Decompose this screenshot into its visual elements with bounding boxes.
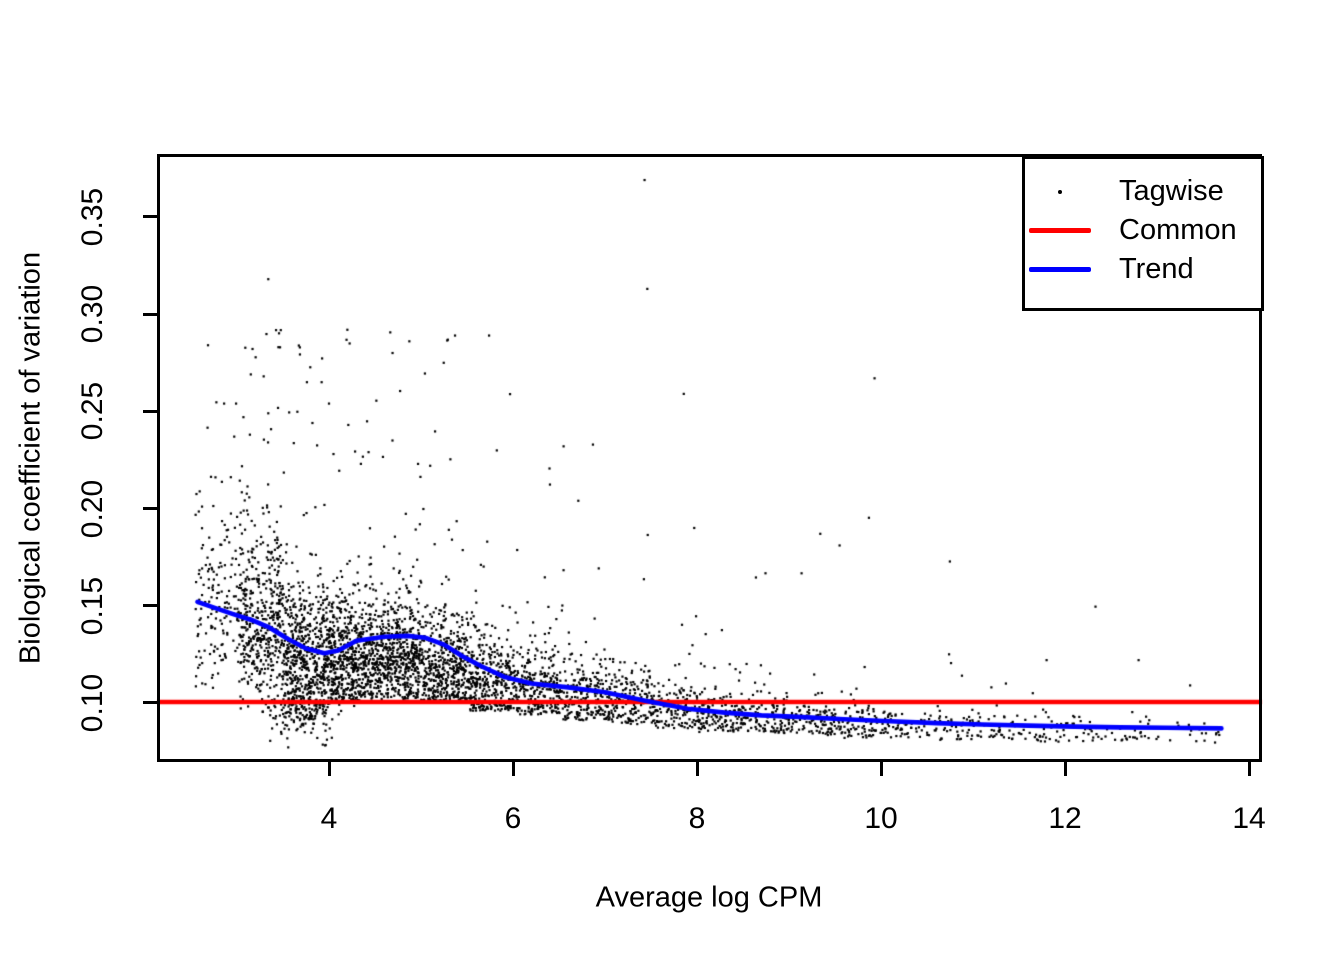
- trend-line-icon: [1029, 267, 1091, 272]
- y-axis-tick: [143, 409, 157, 413]
- y-axis-tick: [143, 215, 157, 219]
- y-axis-tick: [143, 507, 157, 511]
- y-axis-tick-label: 0.20: [76, 479, 109, 538]
- x-axis-tick-label: 10: [864, 802, 898, 835]
- x-axis-tick-label: 8: [688, 802, 706, 835]
- y-axis-tick: [143, 312, 157, 316]
- y-axis-title: Biological coefficient of variation: [14, 251, 47, 665]
- legend-label-trend: Trend: [1119, 253, 1194, 285]
- y-axis-tick-label: 0.30: [76, 284, 109, 344]
- legend-label-common: Common: [1119, 214, 1237, 246]
- x-axis-tick: [511, 762, 515, 776]
- y-axis-tick: [143, 604, 157, 608]
- y-axis-tick-label: 0.35: [76, 187, 109, 247]
- legend-item-trend: Trend: [1025, 250, 1261, 289]
- legend-symbol-cell: [1029, 267, 1091, 272]
- legend: Tagwise Common Trend: [1022, 156, 1264, 311]
- y-axis-tick-label: 0.25: [76, 382, 109, 441]
- x-axis-tick: [1247, 762, 1251, 776]
- tagwise-point-icon: [1058, 189, 1062, 194]
- legend-label-tagwise: Tagwise: [1119, 175, 1224, 207]
- plot-frame: [157, 154, 1262, 762]
- legend-item-common: Common: [1025, 211, 1261, 250]
- common-line-icon: [1029, 228, 1091, 233]
- legend-symbol-cell: [1029, 189, 1091, 194]
- y-axis-tick-label: 0.10: [76, 673, 109, 733]
- x-axis-title: Average log CPM: [595, 881, 823, 914]
- x-axis-tick: [695, 762, 699, 776]
- x-axis-tick-label: 6: [504, 802, 522, 835]
- x-axis-tick: [879, 762, 883, 776]
- x-axis-tick: [1063, 762, 1067, 776]
- y-axis-tick-label: 0.15: [76, 576, 109, 635]
- y-axis-tick: [143, 701, 157, 705]
- x-axis-tick-label: 12: [1048, 802, 1082, 835]
- legend-item-tagwise: Tagwise: [1025, 172, 1261, 211]
- legend-symbol-cell: [1029, 228, 1091, 233]
- x-axis-tick-label: 4: [320, 802, 338, 835]
- x-axis-tick-label: 14: [1232, 802, 1266, 835]
- x-axis-tick: [327, 762, 331, 776]
